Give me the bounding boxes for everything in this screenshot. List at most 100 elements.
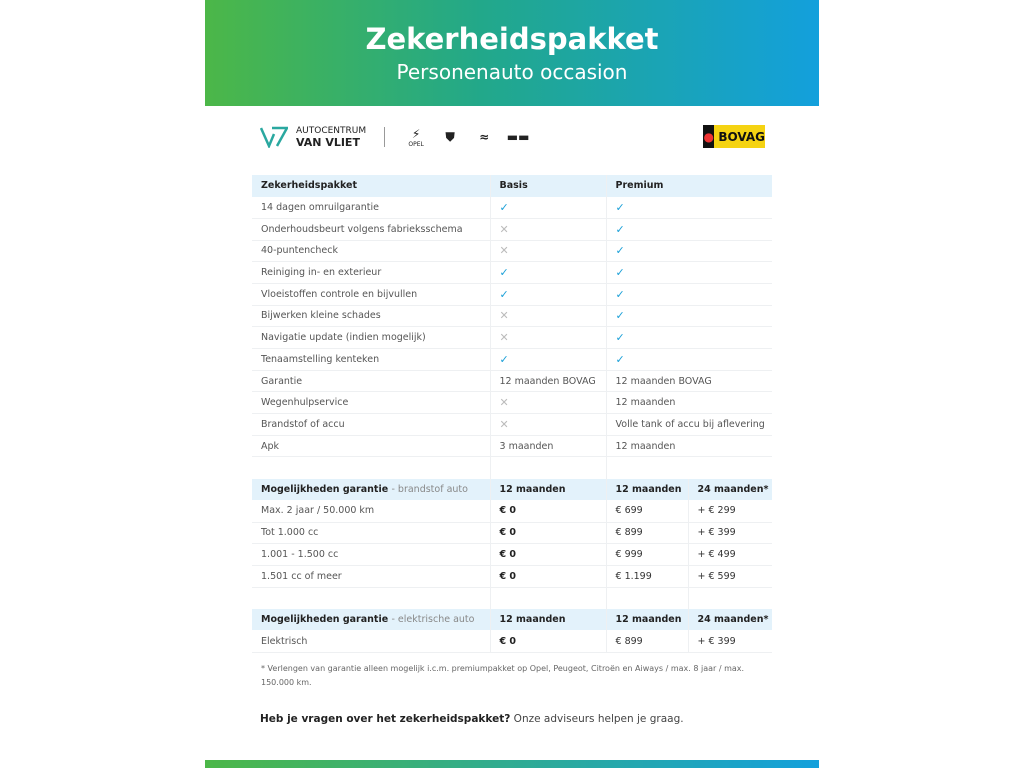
spacer [489, 587, 606, 609]
spacer [605, 587, 688, 609]
header-cell: 12 maanden [489, 608, 606, 631]
basis-price: € 0 [489, 565, 606, 588]
row-label: Onderhoudsbeurt volgens fabrieksschema [252, 218, 490, 241]
check-icon: ✓ [499, 287, 509, 301]
premium-cell: 12 maanden [605, 435, 772, 458]
premium-price: € 1.199 [605, 565, 688, 588]
cross-icon: ✕ [499, 222, 509, 236]
basis-cell: ✓ [489, 348, 606, 371]
row-label: 1.501 cc of meer [252, 565, 490, 588]
basis-cell: ✕ [489, 326, 606, 349]
header-cell: Zekerheidspakket [252, 175, 490, 197]
basis-price: € 0 [489, 522, 606, 545]
table-row: Bijwerken kleine schades ✕ ✓ [252, 305, 772, 328]
peugeot-logo: ⛊ [445, 129, 455, 144]
check-icon: ✓ [615, 309, 625, 323]
premium-price: € 899 [605, 522, 688, 545]
table-row: Garantie 12 maanden BOVAG 12 maanden BOVAG [252, 370, 772, 393]
basis-cell: ✓ [489, 196, 606, 219]
row-label: Bijwerken kleine schades [252, 305, 490, 328]
table-row: Wegenhulpservice ✕ 12 maanden [252, 391, 772, 415]
header-cell: Basis [489, 175, 606, 197]
premium-cell: 12 maanden [605, 391, 772, 415]
spacer [252, 457, 490, 479]
basis-cell: ✓ [489, 283, 606, 306]
row-label: 1.001 - 1.500 cc [252, 543, 490, 566]
row-label: Tot 1.000 cc [252, 522, 490, 545]
basis-cell: ✕ [489, 391, 606, 415]
check-icon: ✓ [499, 352, 509, 366]
basis-cell: ✕ [489, 218, 606, 241]
row-label: Brandstof of accu [252, 413, 490, 436]
header-banner: Zekerheidspakket Personenauto occasion [205, 0, 819, 106]
check-icon: ✓ [615, 352, 625, 366]
row-label: Tenaamstelling kenteken [252, 348, 490, 371]
table-row: Vloeistoffen controle en bijvullen ✓ ✓ [252, 283, 772, 306]
basis-cell: ✓ [489, 261, 606, 284]
table-row: Apk 3 maanden 12 maanden [252, 435, 772, 458]
price-row: Tot 1.000 cc € 0 € 899 + € 399 [252, 522, 772, 545]
premium-price: € 699 [605, 500, 688, 523]
aiways-logo: ▬▬ [506, 130, 530, 144]
divider [384, 127, 386, 147]
section-header: Mogelijkheden garantie - brandstof auto 1… [252, 478, 772, 501]
check-icon: ✓ [615, 266, 625, 280]
table-row: Onderhoudsbeurt volgens fabrieksschema ✕ ✓ [252, 218, 772, 241]
basis-cell: 3 maanden [489, 435, 606, 458]
spacer [252, 587, 490, 609]
row-label: Max. 2 jaar / 50.000 km [252, 500, 490, 523]
row-label: Elektrisch [252, 630, 490, 653]
premium-price: € 999 [605, 543, 688, 566]
package-table: Zekerheidspakket Basis Premium 14 dagen omr… [252, 175, 772, 653]
premium-price: € 899 [605, 630, 688, 653]
price-row: Max. 2 jaar / 50.000 km € 0 € 699 + € 299 [252, 500, 772, 523]
check-icon: ✓ [615, 287, 625, 301]
header-cell: 24 maanden* [687, 478, 772, 501]
premium-cell: Volle tank of accu bij aflevering [605, 413, 772, 436]
extension-price: + € 599 [687, 565, 772, 588]
premium-cell: ✓ [605, 326, 772, 349]
price-row: 1.501 cc of meer € 0 € 1.199 + € 599 [252, 565, 772, 588]
check-icon: ✓ [615, 244, 625, 258]
basis-cell: ✕ [489, 240, 606, 263]
cross-icon: ✕ [499, 331, 509, 345]
bovag-logo: ● BOVAG [703, 125, 765, 148]
cross-icon: ✕ [499, 309, 509, 323]
premium-cell: ✓ [605, 305, 772, 328]
table-row: Navigatie update (indien mogelijk) ✕ ✓ [252, 326, 772, 349]
header-cell: 12 maanden [605, 608, 688, 631]
extension-price: + € 399 [687, 630, 772, 653]
spacer-row [252, 456, 772, 479]
header-cell: 12 maanden [605, 478, 688, 501]
logo-row: AUTOCENTRUM VAN VLIET ⚡ OPEL ⛊ ≈ ▬▬ [260, 124, 531, 150]
check-icon: ✓ [499, 266, 509, 280]
extension-price: + € 299 [687, 500, 772, 523]
check-icon: ✓ [615, 222, 625, 236]
row-label: 14 dagen omruilgarantie [252, 196, 490, 219]
basis-price: € 0 [489, 500, 606, 523]
premium-cell: ✓ [605, 261, 772, 284]
footnote: * Verlengen van garantie alleen mogelijk… [261, 664, 745, 687]
row-label: Apk [252, 435, 490, 458]
row-label: Garantie [252, 370, 490, 393]
price-row: 1.001 - 1.500 cc € 0 € 999 + € 499 [252, 543, 772, 566]
section-header: Mogelijkheden garantie - elektrische aut… [252, 608, 772, 631]
spacer [605, 456, 772, 479]
check-icon: ✓ [615, 200, 625, 214]
page-title: Zekerheidspakket [365, 22, 659, 56]
extension-price: + € 499 [687, 543, 772, 566]
brochure-page: Zekerheidspakket Personenauto occasion A… [205, 0, 819, 768]
header-cell: Premium [605, 175, 772, 197]
cross-icon: ✕ [499, 396, 509, 410]
extension-price: + € 399 [687, 522, 772, 545]
row-label: 40-puntencheck [252, 240, 490, 263]
table-row: Reiniging in- en exterieur ✓ ✓ [252, 261, 772, 284]
premium-cell: 12 maanden BOVAG [605, 370, 772, 393]
van-vliet-logo-icon [260, 126, 288, 148]
row-label: Wegenhulpservice [252, 391, 490, 415]
footer-bar [205, 760, 819, 768]
price-row: Elektrisch € 0 € 899 + € 399 [252, 630, 772, 653]
basis-price: € 0 [489, 543, 606, 566]
header-cell: Mogelijkheden garantie - brandstof auto [252, 478, 490, 501]
premium-cell: ✓ [605, 240, 772, 263]
